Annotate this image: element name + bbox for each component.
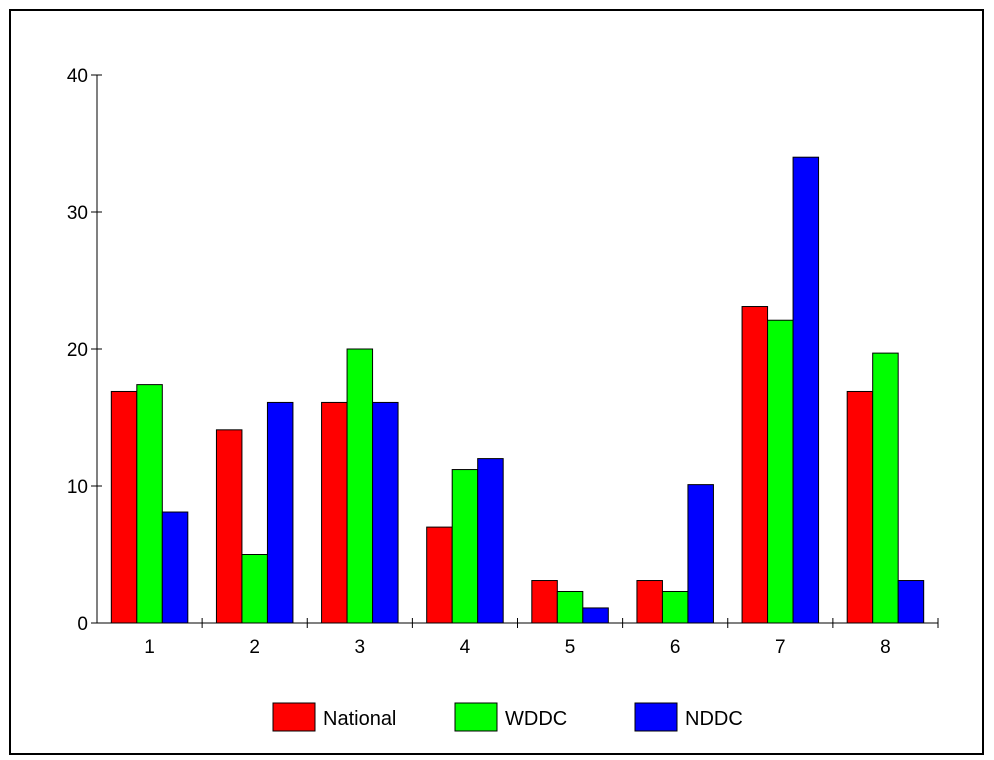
- bar-nddc-5: [582, 607, 609, 624]
- bar-nddc-3: [372, 401, 399, 624]
- bar-nddc-7: [792, 156, 820, 624]
- x-tick-label: 1: [144, 637, 155, 658]
- x-axis: 1 2 3 4 5 6 7 8: [97, 618, 939, 658]
- bar-wddc-6: [661, 590, 689, 624]
- bar-wddc-7: [767, 319, 794, 624]
- bar-nddc-8: [897, 580, 925, 624]
- y-tick-label: 20: [67, 340, 88, 361]
- bar-nddc-6: [687, 484, 714, 624]
- bar-nddc-4: [477, 458, 504, 624]
- legend-item-wddc: WDDC: [454, 702, 567, 732]
- legend: National WDDC NDDC: [272, 702, 743, 732]
- bar-nddc-1: [161, 511, 189, 624]
- x-tick-label: 3: [355, 637, 366, 658]
- legend-swatch: [634, 702, 678, 732]
- y-tick-label: 30: [67, 203, 88, 224]
- bar-wddc-4: [451, 469, 479, 624]
- bar-national-5: [531, 580, 558, 624]
- bar-wddc-3: [346, 348, 374, 624]
- bar-wddc-8: [872, 352, 899, 624]
- bar-nddc-2: [266, 401, 294, 624]
- x-tick-label: 5: [565, 637, 576, 658]
- legend-label: National: [323, 708, 396, 730]
- y-axis: 0 10 20 30 40: [67, 66, 102, 635]
- chart-frame: [9, 9, 984, 755]
- bar-wddc-1: [136, 384, 163, 624]
- legend-item-nddc: NDDC: [634, 702, 743, 732]
- y-tick-label: 40: [67, 66, 88, 87]
- x-tick-label: 4: [460, 637, 471, 658]
- x-tick-label: 8: [880, 637, 891, 658]
- bars: [110, 156, 925, 624]
- x-tick-label: 7: [775, 637, 786, 658]
- bar-wddc-5: [556, 590, 584, 624]
- legend-swatch: [272, 702, 316, 732]
- legend-label: NDDC: [685, 708, 743, 730]
- y-tick-label: 10: [67, 477, 88, 498]
- x-tick-label: 6: [670, 637, 681, 658]
- bar-national-1: [110, 390, 138, 624]
- legend-swatch: [454, 702, 498, 732]
- bar-national-6: [636, 580, 663, 624]
- legend-item-national: National: [272, 702, 396, 732]
- bar-national-2: [215, 429, 243, 624]
- bar-national-8: [846, 390, 874, 624]
- x-tick-label: 2: [249, 637, 260, 658]
- bar-wddc-2: [241, 554, 268, 624]
- bar-national-3: [321, 401, 348, 624]
- bar-national-4: [426, 526, 453, 624]
- bar-national-7: [741, 306, 769, 624]
- legend-label: WDDC: [505, 708, 567, 730]
- y-tick-label: 0: [77, 614, 88, 635]
